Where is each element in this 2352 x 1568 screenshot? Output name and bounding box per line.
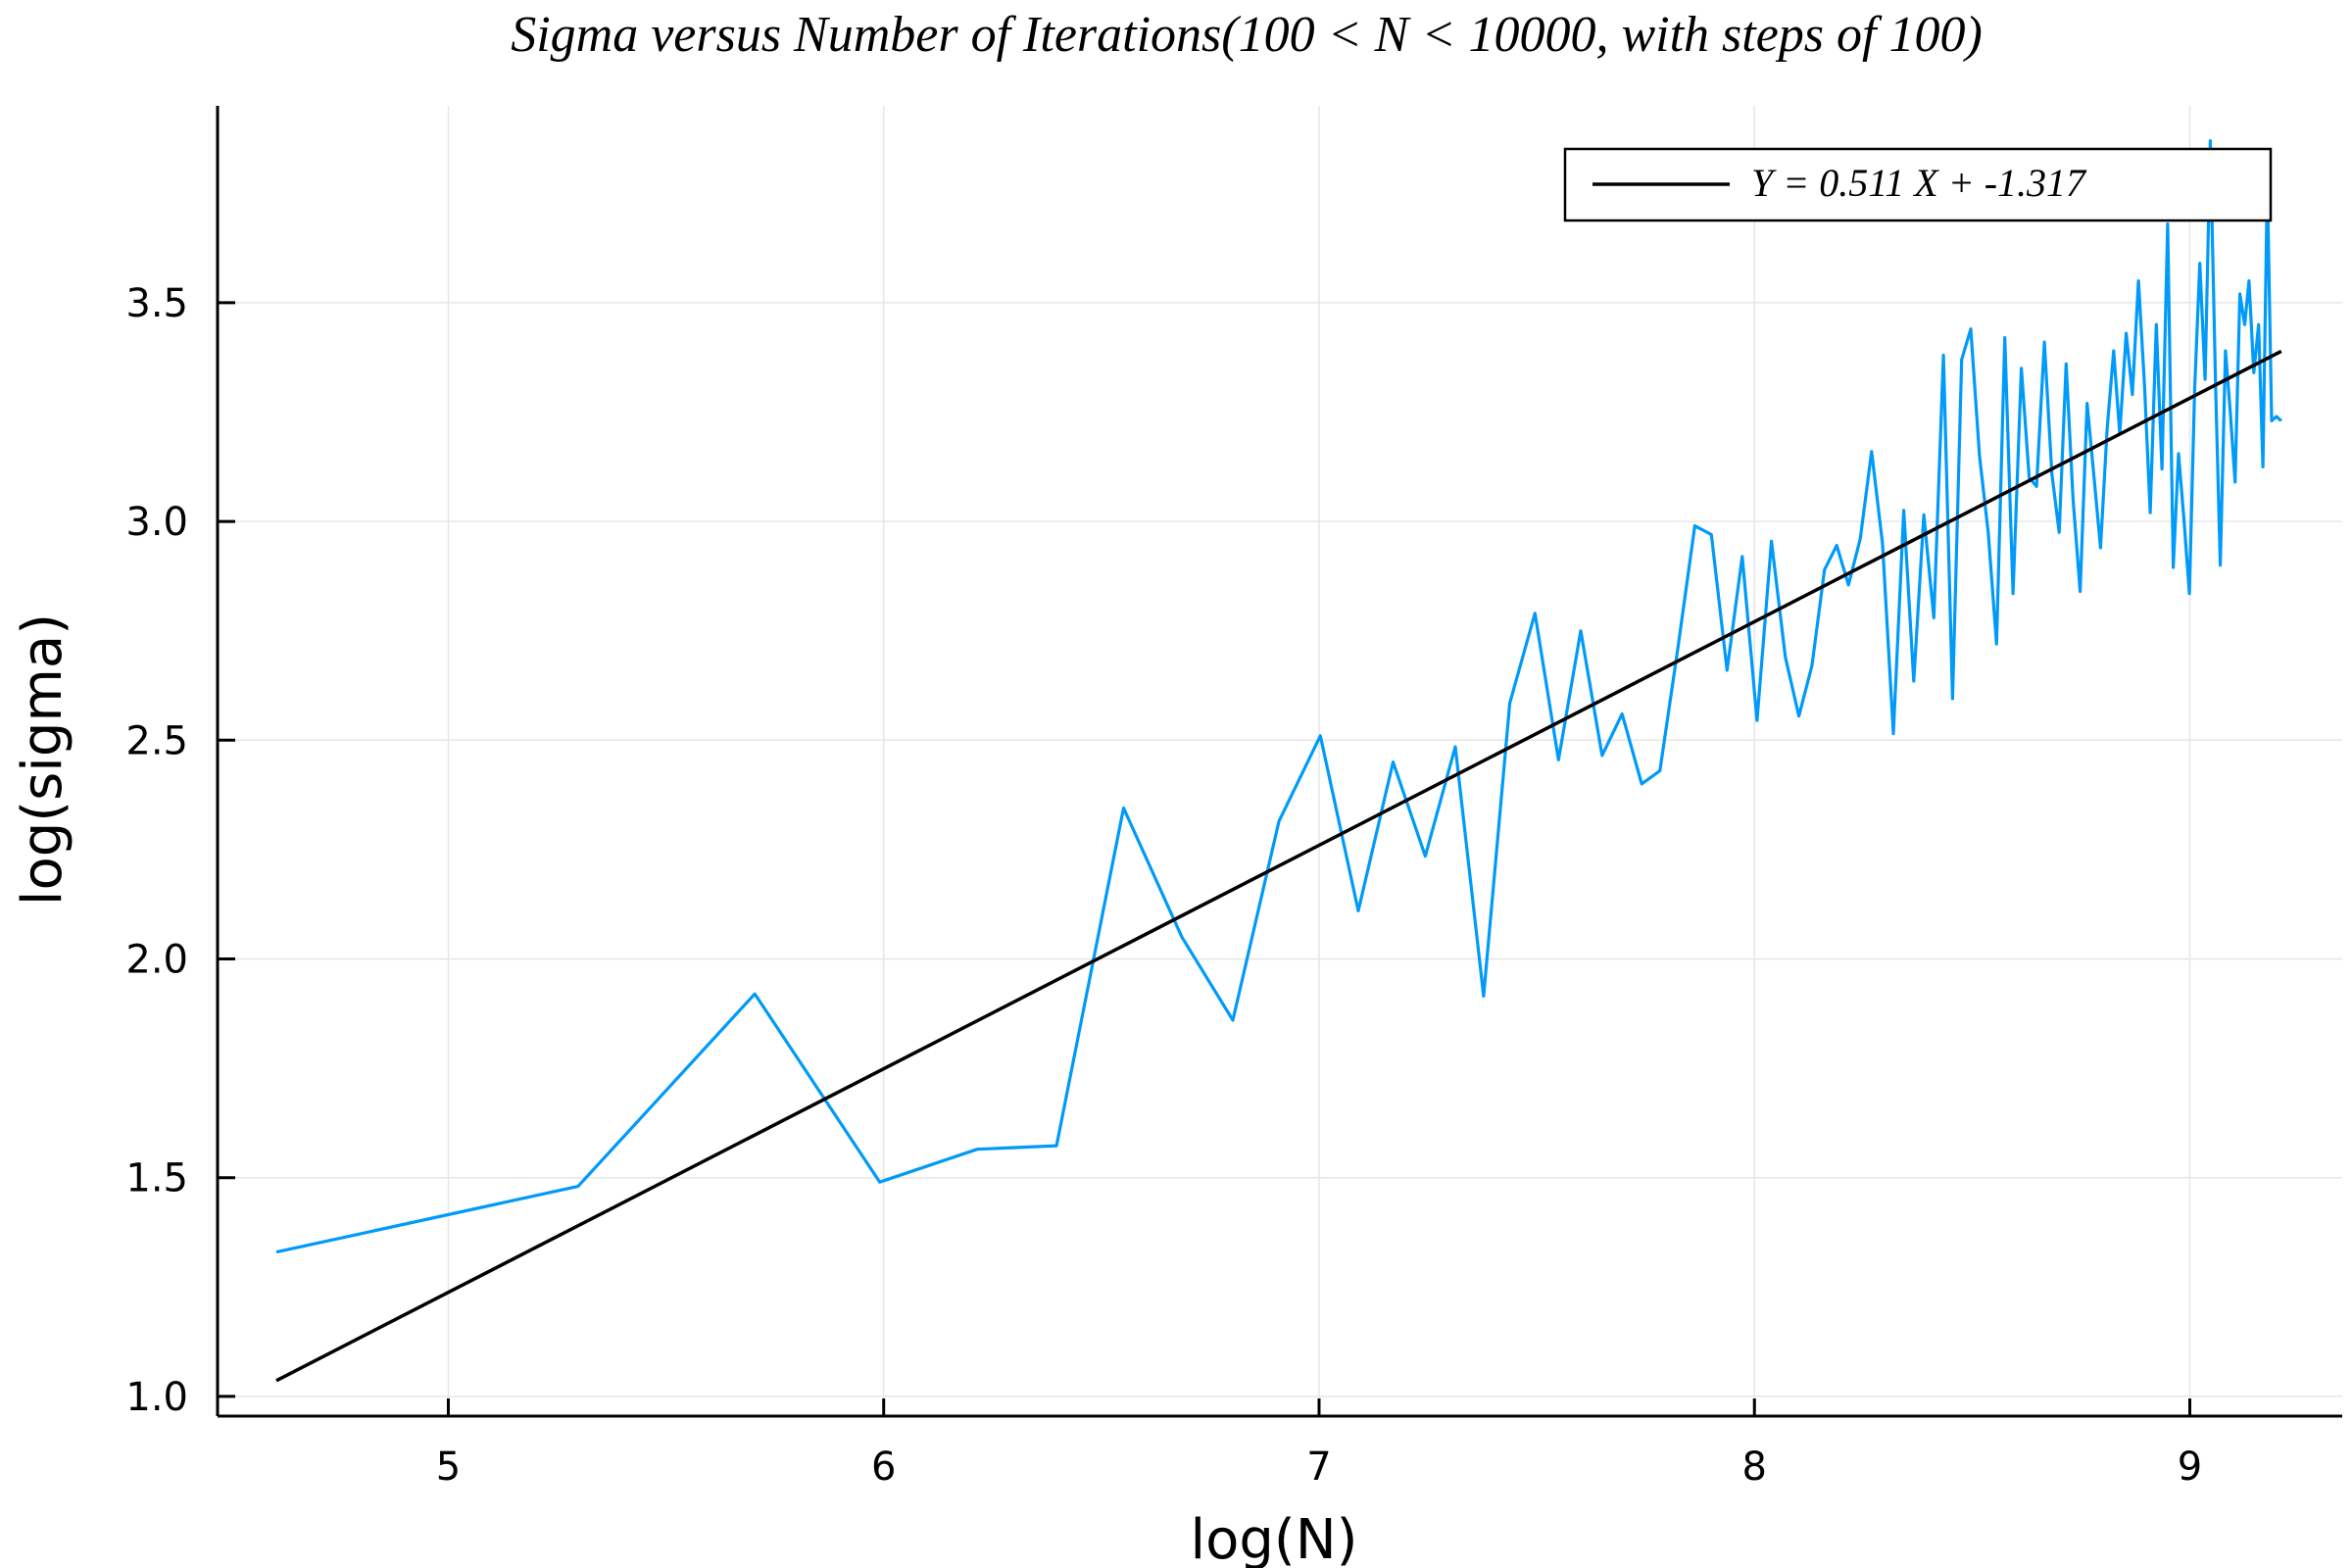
legend-label-fit: Y = 0.511 X + -1.317: [1751, 161, 2087, 205]
y-tick-label: 1.0: [125, 1375, 188, 1420]
x-tick-label: 7: [1306, 1445, 1331, 1490]
series-line-data: [275, 139, 2282, 1254]
x-tick-label: 8: [1742, 1445, 1767, 1490]
y-tick-label: 2.0: [125, 938, 188, 983]
y-tick-label: 3.0: [125, 500, 188, 545]
legend: Y = 0.511 X + -1.317: [1563, 147, 2273, 222]
chart-title: Sigma versus Number of Iterations(100 < …: [511, 7, 1983, 63]
x-tick-label: 6: [871, 1445, 896, 1490]
grid: [218, 106, 2342, 1416]
x-tick-label: 9: [2178, 1445, 2202, 1490]
y-tick-label: 3.5: [125, 281, 188, 326]
axes: [216, 106, 2342, 1418]
series-line-fit: [275, 349, 2282, 1383]
series-layer: [275, 139, 2282, 1383]
y-tick-label: 1.5: [125, 1156, 188, 1201]
y-axis-title: log(sigma): [11, 613, 74, 906]
y-tick-label: 2.5: [125, 718, 188, 763]
ticks: 5 6 7 8 9 1.0 1.5 2.0 2.5 3.0 3.5: [125, 281, 2202, 1490]
x-tick-label: 5: [436, 1445, 461, 1490]
x-axis-title: log(N): [1191, 1508, 1358, 1568]
